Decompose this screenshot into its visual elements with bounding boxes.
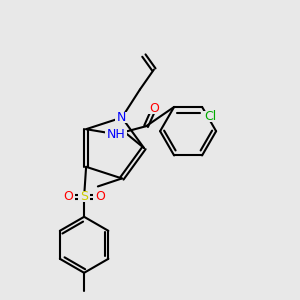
Bar [61,191,75,202]
Bar [115,112,129,123]
Text: Cl: Cl [204,110,216,123]
Bar [78,191,90,202]
Text: O: O [149,102,159,115]
Text: S: S [80,190,88,203]
Text: NH: NH [107,128,125,141]
Bar [147,103,161,114]
Bar [105,128,127,140]
Text: O: O [63,190,73,203]
Text: N: N [117,111,127,124]
Bar [201,111,219,122]
Text: O: O [95,190,105,203]
Bar [93,191,107,202]
